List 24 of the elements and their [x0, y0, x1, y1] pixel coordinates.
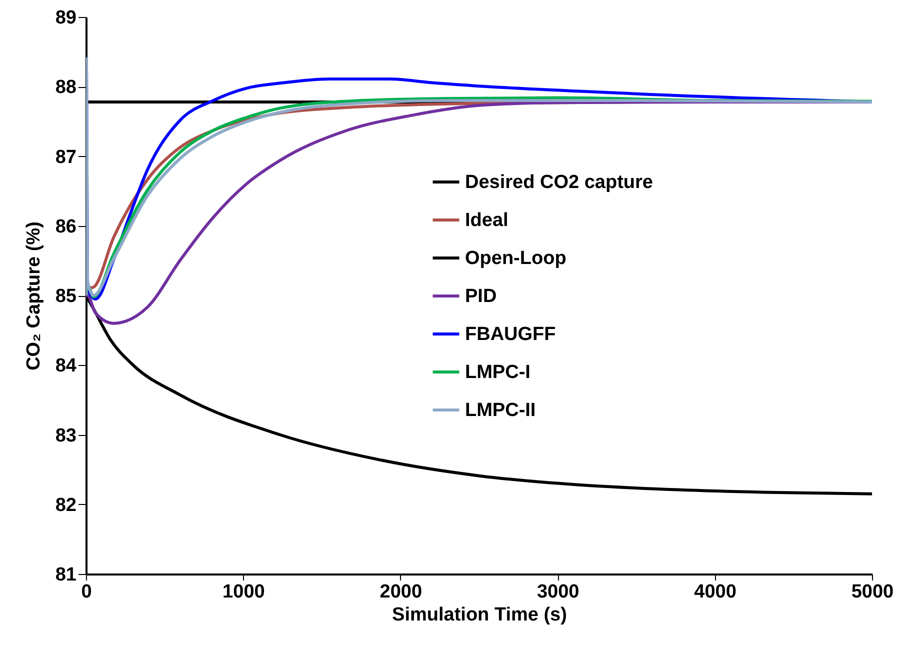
- x-tick-label: 4000: [694, 582, 736, 602]
- x-tick-label: 5000: [851, 582, 894, 602]
- y-tick-label: 89: [55, 8, 76, 28]
- legend-label: Desired CO2 capture: [465, 172, 653, 193]
- y-axis-title: CO₂ Capture (%): [23, 222, 44, 370]
- x-tick-label: 1000: [222, 582, 265, 602]
- y-tick-label: 86: [55, 216, 76, 238]
- x-axis-title: Simulation Time (s): [392, 604, 567, 626]
- y-tick-label: 84: [55, 356, 77, 377]
- legend-label: Open-Loop: [465, 248, 566, 269]
- x-tick-label: 0: [81, 582, 92, 602]
- y-tick-label: 82: [55, 494, 76, 516]
- y-tick-label: 83: [55, 425, 76, 446]
- x-tick-label: 3000: [536, 582, 580, 602]
- y-tick-label: 87: [55, 146, 76, 168]
- x-tick-label: 2000: [380, 582, 422, 602]
- y-tick-label: 85: [55, 286, 77, 307]
- legend-label: FBAUGFF: [465, 324, 556, 345]
- legend-label: PID: [465, 286, 497, 307]
- y-tick-label: 88: [55, 77, 76, 98]
- y-tick-label: 81: [55, 564, 77, 586]
- legend-label: LMPC-II: [465, 400, 536, 421]
- legend-label: Ideal: [465, 210, 508, 231]
- legend-label: LMPC-I: [465, 362, 530, 383]
